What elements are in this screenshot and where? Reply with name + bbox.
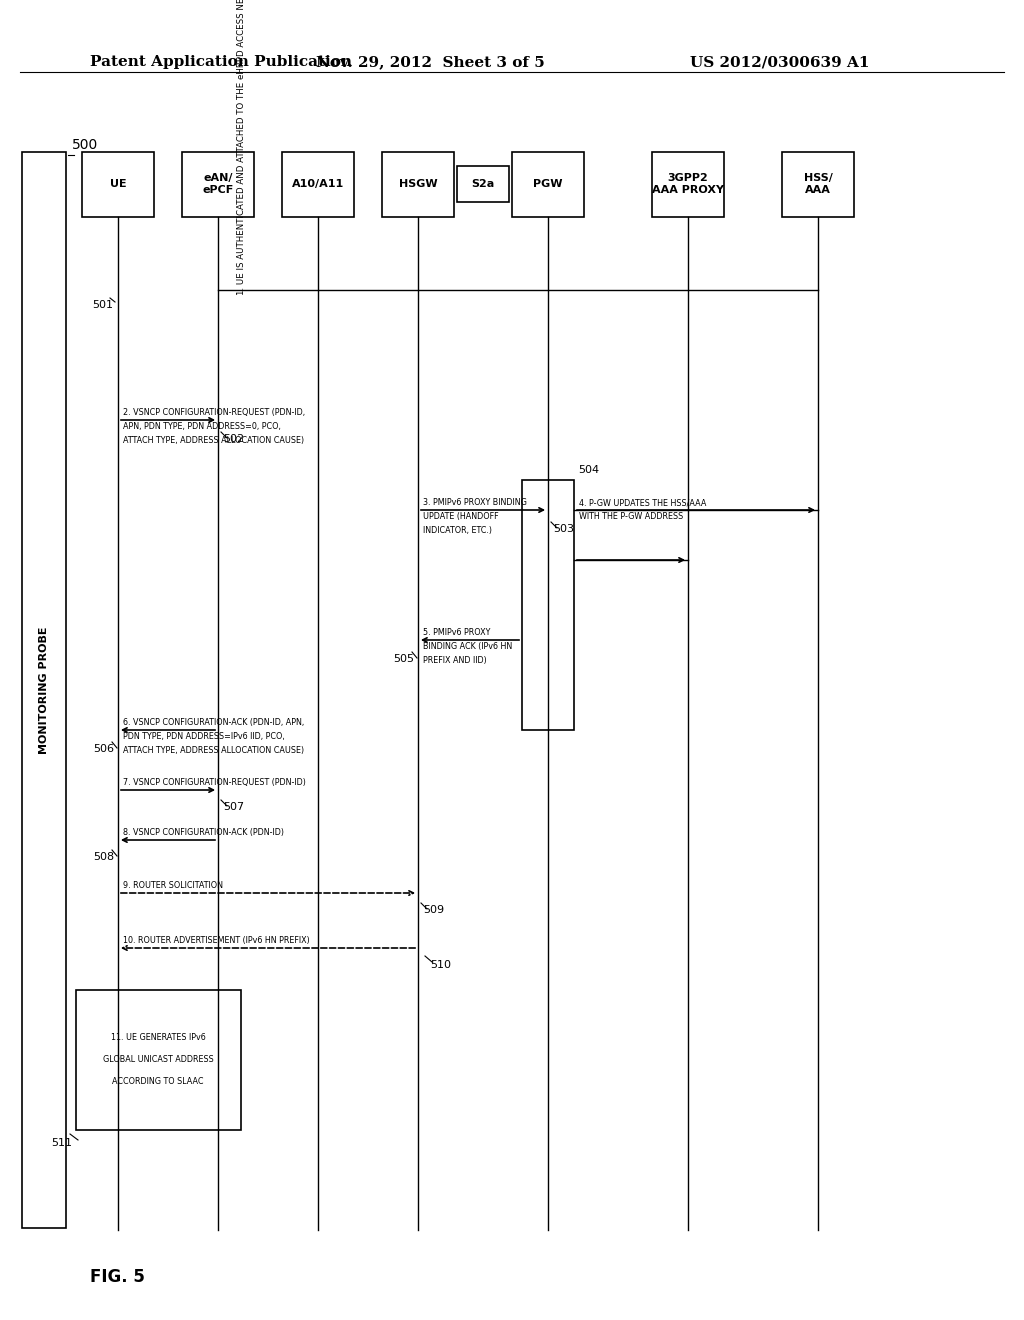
- Text: INDICATOR, ETC.): INDICATOR, ETC.): [423, 525, 492, 535]
- Text: 1. UE IS AUTHENTICATED AND ATTACHED TO THE eHRPD ACCESS NETWORK: 1. UE IS AUTHENTICATED AND ATTACHED TO T…: [237, 0, 246, 294]
- Text: APN, PDN TYPE, PDN ADDRESS=0, PCO,: APN, PDN TYPE, PDN ADDRESS=0, PCO,: [123, 422, 281, 432]
- Text: US 2012/0300639 A1: US 2012/0300639 A1: [690, 55, 870, 69]
- Text: WITH THE P-GW ADDRESS: WITH THE P-GW ADDRESS: [579, 512, 683, 521]
- Bar: [382, 152, 454, 216]
- Text: S2a: S2a: [471, 180, 495, 189]
- Text: 503: 503: [553, 524, 574, 535]
- Text: 7. VSNCP CONFIGURATION-REQUEST (PDN-ID): 7. VSNCP CONFIGURATION-REQUEST (PDN-ID): [123, 777, 306, 787]
- Bar: [512, 152, 584, 216]
- Text: 508: 508: [93, 851, 114, 862]
- Text: A10/A11: A10/A11: [292, 180, 344, 189]
- Text: 505: 505: [393, 653, 414, 664]
- Text: HSGW: HSGW: [398, 180, 437, 189]
- Text: GLOBAL UNICAST ADDRESS: GLOBAL UNICAST ADDRESS: [102, 1056, 213, 1064]
- Text: 510: 510: [430, 960, 451, 970]
- Text: Nov. 29, 2012  Sheet 3 of 5: Nov. 29, 2012 Sheet 3 of 5: [315, 55, 545, 69]
- Text: BINDING ACK (IPv6 HN: BINDING ACK (IPv6 HN: [423, 642, 512, 651]
- Text: 501: 501: [92, 300, 113, 310]
- Text: PDN TYPE, PDN ADDRESS=IPv6 IID, PCO,: PDN TYPE, PDN ADDRESS=IPv6 IID, PCO,: [123, 733, 285, 741]
- Text: Patent Application Publication: Patent Application Publication: [90, 55, 352, 69]
- Text: 3GPP2
AAA PROXY: 3GPP2 AAA PROXY: [652, 173, 724, 195]
- Text: 507: 507: [223, 803, 244, 812]
- Bar: [182, 152, 254, 216]
- Text: PREFIX AND IID): PREFIX AND IID): [423, 656, 486, 665]
- Text: MONITORING PROBE: MONITORING PROBE: [39, 626, 49, 754]
- Text: PGW: PGW: [534, 180, 563, 189]
- Text: ATTACH TYPE, ADDRESS ALLOCATION CAUSE): ATTACH TYPE, ADDRESS ALLOCATION CAUSE): [123, 746, 304, 755]
- Text: 504: 504: [578, 465, 599, 475]
- Text: UPDATE (HANDOFF: UPDATE (HANDOFF: [423, 512, 499, 521]
- Text: 502: 502: [223, 434, 244, 444]
- Text: 500: 500: [72, 139, 98, 152]
- Text: 506: 506: [93, 744, 114, 754]
- Text: ACCORDING TO SLAAC: ACCORDING TO SLAAC: [113, 1077, 204, 1086]
- Bar: [76, 990, 241, 1130]
- Bar: [282, 152, 354, 216]
- Text: 4. P-GW UPDATES THE HSS/AAA: 4. P-GW UPDATES THE HSS/AAA: [579, 498, 707, 507]
- Text: 509: 509: [423, 906, 444, 915]
- Text: HSS/
AAA: HSS/ AAA: [804, 173, 833, 195]
- Bar: [82, 152, 154, 216]
- Text: 2. VSNCP CONFIGURATION-REQUEST (PDN-ID,: 2. VSNCP CONFIGURATION-REQUEST (PDN-ID,: [123, 408, 305, 417]
- Text: 10. ROUTER ADVERTISEMENT (IPv6 HN PREFIX): 10. ROUTER ADVERTISEMENT (IPv6 HN PREFIX…: [123, 936, 309, 945]
- Text: ATTACH TYPE, ADDRESS ALLOCATION CAUSE): ATTACH TYPE, ADDRESS ALLOCATION CAUSE): [123, 436, 304, 445]
- Text: 511: 511: [51, 1138, 72, 1148]
- Text: FIG. 5: FIG. 5: [90, 1269, 144, 1286]
- Text: 3. PMIPv6 PROXY BINDING: 3. PMIPv6 PROXY BINDING: [423, 498, 527, 507]
- Bar: [782, 152, 854, 216]
- Text: 8. VSNCP CONFIGURATION-ACK (PDN-ID): 8. VSNCP CONFIGURATION-ACK (PDN-ID): [123, 828, 284, 837]
- Bar: [22, 152, 66, 1228]
- Text: eAN/
ePCF: eAN/ ePCF: [203, 173, 233, 195]
- Text: UE: UE: [110, 180, 126, 189]
- Bar: [457, 166, 509, 202]
- Bar: [652, 152, 724, 216]
- Text: 11. UE GENERATES IPv6: 11. UE GENERATES IPv6: [111, 1034, 206, 1043]
- Text: 5. PMIPv6 PROXY: 5. PMIPv6 PROXY: [423, 628, 490, 638]
- Text: 6. VSNCP CONFIGURATION-ACK (PDN-ID, APN,: 6. VSNCP CONFIGURATION-ACK (PDN-ID, APN,: [123, 718, 304, 727]
- Bar: [522, 480, 574, 730]
- Text: 9. ROUTER SOLICITATION: 9. ROUTER SOLICITATION: [123, 880, 223, 890]
